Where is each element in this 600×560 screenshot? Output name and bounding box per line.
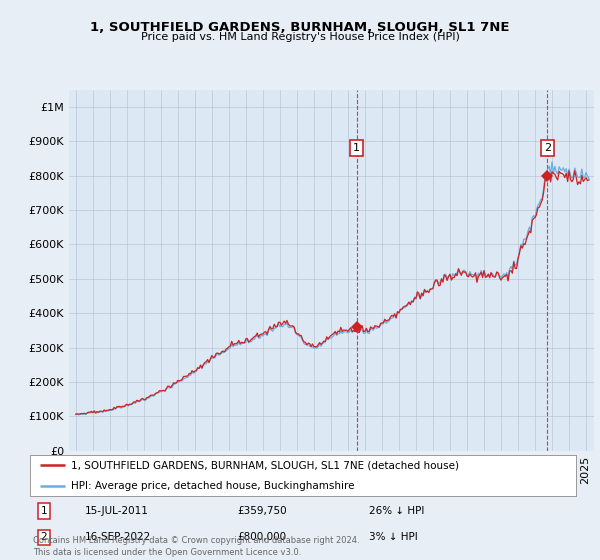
- Text: Price paid vs. HM Land Registry's House Price Index (HPI): Price paid vs. HM Land Registry's House …: [140, 32, 460, 43]
- Text: 2: 2: [40, 532, 47, 542]
- Text: HPI: Average price, detached house, Buckinghamshire: HPI: Average price, detached house, Buck…: [71, 480, 355, 491]
- Text: £359,750: £359,750: [238, 506, 287, 516]
- Text: 1, SOUTHFIELD GARDENS, BURNHAM, SLOUGH, SL1 7NE: 1, SOUTHFIELD GARDENS, BURNHAM, SLOUGH, …: [90, 21, 510, 34]
- Text: £800,000: £800,000: [238, 532, 287, 542]
- Text: 26% ↓ HPI: 26% ↓ HPI: [368, 506, 424, 516]
- Text: 3% ↓ HPI: 3% ↓ HPI: [368, 532, 417, 542]
- Text: 1, SOUTHFIELD GARDENS, BURNHAM, SLOUGH, SL1 7NE (detached house): 1, SOUTHFIELD GARDENS, BURNHAM, SLOUGH, …: [71, 460, 459, 470]
- Text: 1: 1: [40, 506, 47, 516]
- Text: 1: 1: [353, 143, 361, 153]
- Text: Contains HM Land Registry data © Crown copyright and database right 2024.
This d: Contains HM Land Registry data © Crown c…: [33, 536, 359, 557]
- Text: 2: 2: [544, 143, 551, 153]
- Text: 15-JUL-2011: 15-JUL-2011: [85, 506, 148, 516]
- Text: 16-SEP-2022: 16-SEP-2022: [85, 532, 151, 542]
